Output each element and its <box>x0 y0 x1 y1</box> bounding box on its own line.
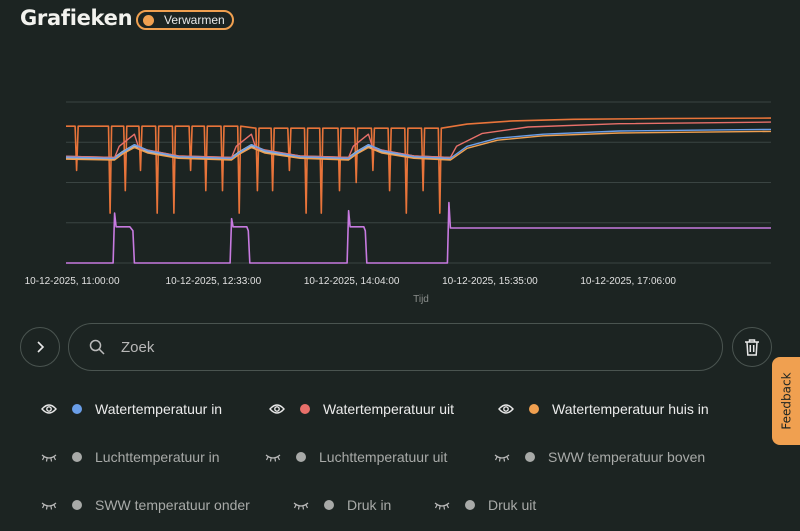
legend-item[interactable]: Luchttemperatuur in <box>40 447 220 467</box>
x-tick-label: 10-12-2025, 12:33:00 <box>166 276 262 287</box>
legend-label: Druk uit <box>488 497 537 513</box>
x-tick-label: 10-12-2025, 17:06:00 <box>580 276 676 287</box>
legend-label: Watertemperatuur huis in <box>552 401 709 417</box>
eye-closed-icon[interactable] <box>40 500 58 510</box>
x-axis-label: Tijd <box>413 294 429 305</box>
search-input[interactable] <box>119 337 683 357</box>
eye-closed-icon[interactable] <box>40 452 58 462</box>
x-tick-label: 10-12-2025, 11:00:00 <box>25 276 120 287</box>
legend-item[interactable]: Luchttemperatuur uit <box>264 447 447 467</box>
legend-label: Luchttemperatuur in <box>95 449 220 465</box>
legend-item[interactable]: Druk uit <box>433 495 536 515</box>
status-dot <box>143 14 154 26</box>
legend-item[interactable]: Druk in <box>292 495 391 515</box>
series-color-dot <box>72 404 82 414</box>
chevron-right-icon <box>37 341 45 353</box>
series-color-dot <box>324 500 334 510</box>
feedback-label: Feedback <box>780 372 794 430</box>
legend-label: SWW temperatuur boven <box>548 449 706 465</box>
legend-item[interactable]: Watertemperatuur huis in <box>497 399 709 419</box>
legend-label: Druk in <box>347 497 392 513</box>
legend-label: Watertemperatuur in <box>95 401 223 417</box>
x-tick-label: 10-12-2025, 15:35:00 <box>442 276 538 287</box>
legend-item[interactable]: Watertemperatuur in <box>40 399 222 419</box>
delete-button[interactable] <box>732 327 772 367</box>
series-line-0 <box>66 117 772 214</box>
trash-icon <box>745 339 759 356</box>
series-color-dot <box>465 500 475 510</box>
series-color-dot <box>525 452 535 462</box>
series-line-5 <box>66 201 771 264</box>
series-line-3 <box>65 130 772 161</box>
legend-label: Luchttemperatuur uit <box>319 449 448 465</box>
mode-badge: Verwarmen <box>136 10 234 30</box>
expand-button[interactable] <box>20 327 60 367</box>
line-chart: 10-12-2025, 11:00:00 10-12-2025, 12:33:00… <box>25 101 772 305</box>
eye-closed-icon[interactable] <box>292 500 310 510</box>
legend-item[interactable]: Watertemperatuur uit <box>268 399 454 419</box>
legend-label: SWW temperatuur onder <box>95 497 250 513</box>
legend-item[interactable]: SWW temperatuur boven <box>493 447 705 467</box>
eye-closed-icon[interactable] <box>264 452 282 462</box>
series-color-dot <box>72 452 82 462</box>
series-line-4 <box>65 128 772 159</box>
feedback-tab[interactable]: Feedback <box>772 357 800 445</box>
legend-label: Watertemperatuur uit <box>323 401 454 417</box>
mode-badge-label: Verwarmen <box>164 13 225 27</box>
series-line-2 <box>65 121 772 159</box>
eye-closed-icon[interactable] <box>493 452 511 462</box>
eye-icon[interactable] <box>40 403 58 415</box>
x-tick-label: 10-12-2025, 14:04:00 <box>304 276 400 287</box>
search-field[interactable] <box>68 323 723 371</box>
eye-closed-icon[interactable] <box>433 500 451 510</box>
series-color-dot <box>72 500 82 510</box>
series-color-dot <box>529 404 539 414</box>
series-color-dot <box>296 452 306 462</box>
eye-icon[interactable] <box>497 403 515 415</box>
eye-icon[interactable] <box>268 403 286 415</box>
page-title: Grafieken <box>20 6 133 30</box>
search-icon <box>89 339 105 355</box>
series-color-dot <box>300 404 310 414</box>
legend-item[interactable]: SWW temperatuur onder <box>40 495 250 515</box>
